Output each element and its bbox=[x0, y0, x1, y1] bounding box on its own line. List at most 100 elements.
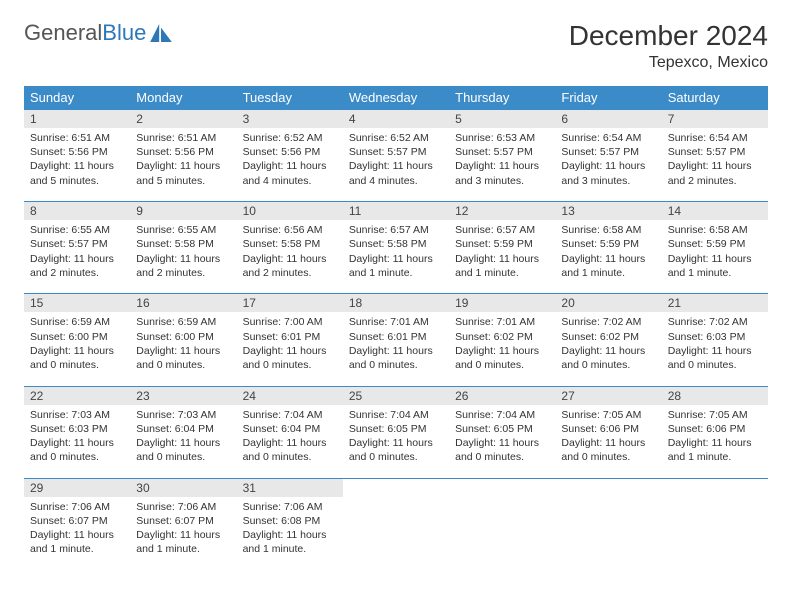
day-cell bbox=[449, 478, 555, 564]
logo-text-gray: General bbox=[24, 20, 102, 45]
day-cell: 6Sunrise: 6:54 AMSunset: 5:57 PMDaylight… bbox=[555, 110, 661, 196]
day-cell: 9Sunrise: 6:55 AMSunset: 5:58 PMDaylight… bbox=[130, 202, 236, 288]
day-number: 24 bbox=[237, 387, 343, 405]
day-info: Sunrise: 6:51 AMSunset: 5:56 PMDaylight:… bbox=[24, 128, 130, 196]
day-cell: 28Sunrise: 7:05 AMSunset: 6:06 PMDayligh… bbox=[662, 386, 768, 472]
day-info: Sunrise: 6:59 AMSunset: 6:00 PMDaylight:… bbox=[130, 312, 236, 380]
day-number: 27 bbox=[555, 387, 661, 405]
day-cell: 20Sunrise: 7:02 AMSunset: 6:02 PMDayligh… bbox=[555, 294, 661, 380]
day-number: 16 bbox=[130, 294, 236, 312]
day-cell: 22Sunrise: 7:03 AMSunset: 6:03 PMDayligh… bbox=[24, 386, 130, 472]
day-cell: 11Sunrise: 6:57 AMSunset: 5:58 PMDayligh… bbox=[343, 202, 449, 288]
day-info: Sunrise: 6:53 AMSunset: 5:57 PMDaylight:… bbox=[449, 128, 555, 196]
day-number: 8 bbox=[24, 202, 130, 220]
day-info: Sunrise: 6:51 AMSunset: 5:56 PMDaylight:… bbox=[130, 128, 236, 196]
location: Tepexco, Mexico bbox=[569, 54, 768, 72]
day-cell: 24Sunrise: 7:04 AMSunset: 6:04 PMDayligh… bbox=[237, 386, 343, 472]
day-header: Sunday bbox=[24, 86, 130, 110]
day-number: 30 bbox=[130, 479, 236, 497]
day-number: 13 bbox=[555, 202, 661, 220]
day-cell: 10Sunrise: 6:56 AMSunset: 5:58 PMDayligh… bbox=[237, 202, 343, 288]
day-number: 26 bbox=[449, 387, 555, 405]
day-cell: 12Sunrise: 6:57 AMSunset: 5:59 PMDayligh… bbox=[449, 202, 555, 288]
day-number: 14 bbox=[662, 202, 768, 220]
day-number: 10 bbox=[237, 202, 343, 220]
day-cell: 13Sunrise: 6:58 AMSunset: 5:59 PMDayligh… bbox=[555, 202, 661, 288]
day-number: 22 bbox=[24, 387, 130, 405]
day-info: Sunrise: 6:55 AMSunset: 5:57 PMDaylight:… bbox=[24, 220, 130, 288]
day-number-empty bbox=[662, 479, 768, 497]
day-number: 9 bbox=[130, 202, 236, 220]
week-row: 15Sunrise: 6:59 AMSunset: 6:00 PMDayligh… bbox=[24, 294, 768, 380]
day-number: 21 bbox=[662, 294, 768, 312]
header: GeneralBlue December 2024 Tepexco, Mexic… bbox=[24, 20, 768, 72]
logo-text: GeneralBlue bbox=[24, 20, 146, 46]
day-cell: 31Sunrise: 7:06 AMSunset: 6:08 PMDayligh… bbox=[237, 478, 343, 564]
day-cell: 18Sunrise: 7:01 AMSunset: 6:01 PMDayligh… bbox=[343, 294, 449, 380]
day-info: Sunrise: 7:04 AMSunset: 6:04 PMDaylight:… bbox=[237, 405, 343, 473]
day-number-empty bbox=[449, 479, 555, 497]
day-info: Sunrise: 6:52 AMSunset: 5:56 PMDaylight:… bbox=[237, 128, 343, 196]
day-info: Sunrise: 7:03 AMSunset: 6:04 PMDaylight:… bbox=[130, 405, 236, 473]
day-info: Sunrise: 7:02 AMSunset: 6:03 PMDaylight:… bbox=[662, 312, 768, 380]
week-row: 8Sunrise: 6:55 AMSunset: 5:57 PMDaylight… bbox=[24, 202, 768, 288]
logo-sail-icon bbox=[150, 24, 172, 42]
day-header: Thursday bbox=[449, 86, 555, 110]
day-number: 7 bbox=[662, 110, 768, 128]
day-number: 3 bbox=[237, 110, 343, 128]
day-number: 1 bbox=[24, 110, 130, 128]
day-cell: 5Sunrise: 6:53 AMSunset: 5:57 PMDaylight… bbox=[449, 110, 555, 196]
day-info: Sunrise: 7:06 AMSunset: 6:07 PMDaylight:… bbox=[130, 497, 236, 565]
day-cell: 3Sunrise: 6:52 AMSunset: 5:56 PMDaylight… bbox=[237, 110, 343, 196]
day-info: Sunrise: 7:03 AMSunset: 6:03 PMDaylight:… bbox=[24, 405, 130, 473]
day-number: 31 bbox=[237, 479, 343, 497]
day-cell bbox=[662, 478, 768, 564]
day-info: Sunrise: 6:58 AMSunset: 5:59 PMDaylight:… bbox=[555, 220, 661, 288]
day-number-empty bbox=[555, 479, 661, 497]
day-cell: 2Sunrise: 6:51 AMSunset: 5:56 PMDaylight… bbox=[130, 110, 236, 196]
day-info: Sunrise: 6:52 AMSunset: 5:57 PMDaylight:… bbox=[343, 128, 449, 196]
day-info: Sunrise: 6:56 AMSunset: 5:58 PMDaylight:… bbox=[237, 220, 343, 288]
day-cell: 14Sunrise: 6:58 AMSunset: 5:59 PMDayligh… bbox=[662, 202, 768, 288]
day-header: Saturday bbox=[662, 86, 768, 110]
day-number: 20 bbox=[555, 294, 661, 312]
day-cell: 8Sunrise: 6:55 AMSunset: 5:57 PMDaylight… bbox=[24, 202, 130, 288]
day-cell: 7Sunrise: 6:54 AMSunset: 5:57 PMDaylight… bbox=[662, 110, 768, 196]
day-info: Sunrise: 7:04 AMSunset: 6:05 PMDaylight:… bbox=[449, 405, 555, 473]
day-info: Sunrise: 7:06 AMSunset: 6:07 PMDaylight:… bbox=[24, 497, 130, 565]
day-cell bbox=[555, 478, 661, 564]
day-cell: 17Sunrise: 7:00 AMSunset: 6:01 PMDayligh… bbox=[237, 294, 343, 380]
logo-text-blue: Blue bbox=[102, 20, 146, 45]
day-number: 6 bbox=[555, 110, 661, 128]
day-number: 28 bbox=[662, 387, 768, 405]
day-header: Wednesday bbox=[343, 86, 449, 110]
day-info: Sunrise: 6:59 AMSunset: 6:00 PMDaylight:… bbox=[24, 312, 130, 380]
logo: GeneralBlue bbox=[24, 20, 172, 46]
week-row: 1Sunrise: 6:51 AMSunset: 5:56 PMDaylight… bbox=[24, 110, 768, 196]
day-header: Friday bbox=[555, 86, 661, 110]
day-info: Sunrise: 6:54 AMSunset: 5:57 PMDaylight:… bbox=[555, 128, 661, 196]
day-info: Sunrise: 6:54 AMSunset: 5:57 PMDaylight:… bbox=[662, 128, 768, 196]
day-number: 25 bbox=[343, 387, 449, 405]
day-cell: 16Sunrise: 6:59 AMSunset: 6:00 PMDayligh… bbox=[130, 294, 236, 380]
day-cell: 15Sunrise: 6:59 AMSunset: 6:00 PMDayligh… bbox=[24, 294, 130, 380]
week-row: 29Sunrise: 7:06 AMSunset: 6:07 PMDayligh… bbox=[24, 478, 768, 564]
day-number: 29 bbox=[24, 479, 130, 497]
day-info: Sunrise: 7:02 AMSunset: 6:02 PMDaylight:… bbox=[555, 312, 661, 380]
day-info: Sunrise: 6:57 AMSunset: 5:59 PMDaylight:… bbox=[449, 220, 555, 288]
day-info: Sunrise: 7:04 AMSunset: 6:05 PMDaylight:… bbox=[343, 405, 449, 473]
day-cell: 29Sunrise: 7:06 AMSunset: 6:07 PMDayligh… bbox=[24, 478, 130, 564]
day-cell bbox=[343, 478, 449, 564]
day-number: 5 bbox=[449, 110, 555, 128]
day-number: 19 bbox=[449, 294, 555, 312]
day-number: 23 bbox=[130, 387, 236, 405]
day-cell: 1Sunrise: 6:51 AMSunset: 5:56 PMDaylight… bbox=[24, 110, 130, 196]
day-number: 15 bbox=[24, 294, 130, 312]
day-header: Tuesday bbox=[237, 86, 343, 110]
day-info: Sunrise: 6:58 AMSunset: 5:59 PMDaylight:… bbox=[662, 220, 768, 288]
day-info: Sunrise: 7:01 AMSunset: 6:01 PMDaylight:… bbox=[343, 312, 449, 380]
day-number: 4 bbox=[343, 110, 449, 128]
day-cell: 27Sunrise: 7:05 AMSunset: 6:06 PMDayligh… bbox=[555, 386, 661, 472]
day-cell: 25Sunrise: 7:04 AMSunset: 6:05 PMDayligh… bbox=[343, 386, 449, 472]
day-header: Monday bbox=[130, 86, 236, 110]
